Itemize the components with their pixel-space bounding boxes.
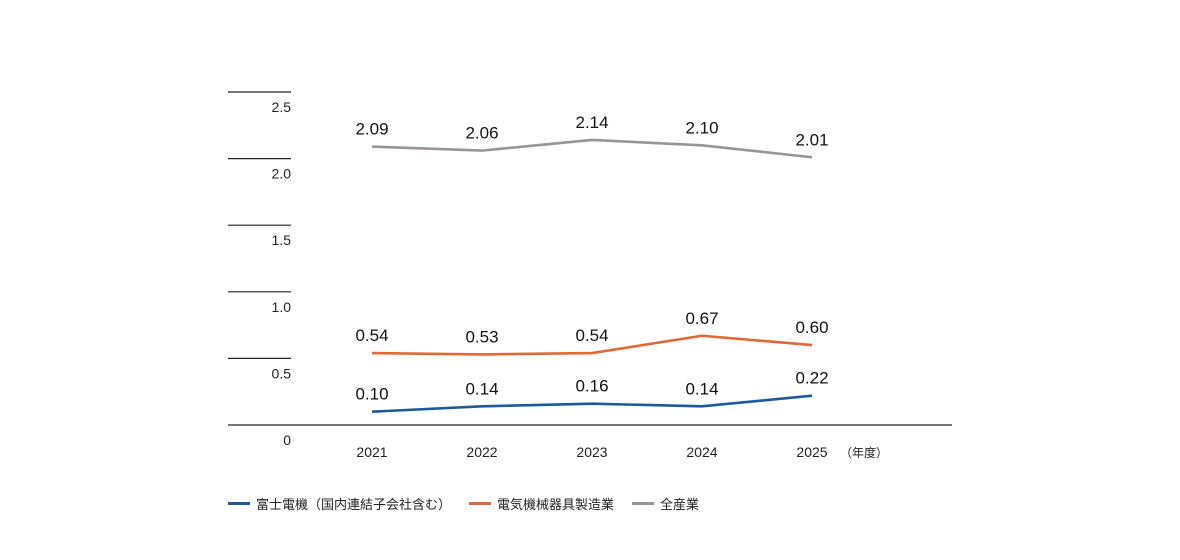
y-tick-label: 2.0	[272, 166, 292, 182]
legend-item-electrical-machinery: 電気機械器具製造業	[469, 494, 614, 513]
x-axis: 2021 2022 2023 2024 2025 （年度）	[356, 444, 888, 460]
data-label: 0.60	[795, 318, 828, 337]
data-label: 0.67	[685, 309, 718, 328]
y-tick-label: 0.5	[272, 365, 292, 381]
x-tick-label: 2021	[356, 444, 387, 460]
legend-item-all-industries: 全産業	[632, 494, 699, 513]
x-tick-label: 2023	[576, 444, 607, 460]
x-tick-label: 2024	[686, 444, 717, 460]
data-label: 0.16	[575, 377, 608, 396]
data-label: 2.01	[795, 130, 828, 149]
legend-item-fuji-electric: 富士電機（国内連結子会社含む）	[228, 494, 451, 513]
series-line	[371, 394, 813, 413]
data-label: 0.22	[795, 369, 828, 388]
legend-swatch	[632, 502, 655, 505]
series-line	[371, 334, 813, 356]
data-label: 2.09	[355, 120, 388, 139]
data-label: 2.06	[465, 124, 498, 143]
series-line	[371, 138, 813, 159]
legend-label: 全産業	[660, 497, 700, 512]
data-label: 0.14	[685, 379, 718, 398]
x-axis-unit: （年度）	[840, 445, 888, 460]
y-tick-label: 1.5	[272, 232, 292, 248]
legend: 富士電機（国内連結子会社含む） 電気機械器具製造業 全産業	[228, 494, 699, 513]
legend-label: 富士電機（国内連結子会社含む）	[256, 497, 452, 512]
y-tick-label: 1.0	[272, 299, 292, 315]
data-labels: 0.10 0.14 0.16 0.14 0.22 0.54 0.53 0.54 0.67 0.60…	[355, 113, 828, 404]
y-tick-label: 0	[283, 432, 291, 448]
data-label: 0.14	[465, 379, 498, 398]
data-label: 0.53	[465, 327, 498, 346]
y-tick-label: 2.5	[272, 99, 292, 115]
data-label: 0.54	[575, 326, 608, 345]
x-tick-label: 2025	[796, 444, 827, 460]
data-label: 2.10	[685, 118, 718, 137]
data-label: 0.10	[355, 385, 388, 404]
legend-label: 電気機械器具製造業	[497, 497, 615, 512]
legend-swatch	[469, 502, 492, 505]
x-tick-label: 2022	[466, 444, 497, 460]
legend-swatch	[228, 502, 250, 505]
data-label: 2.14	[575, 113, 608, 132]
y-axis: 0 0.5 1.0 1.5 2.0 2.5	[228, 91, 292, 448]
data-label: 0.54	[355, 326, 388, 345]
series-lines	[371, 138, 813, 413]
